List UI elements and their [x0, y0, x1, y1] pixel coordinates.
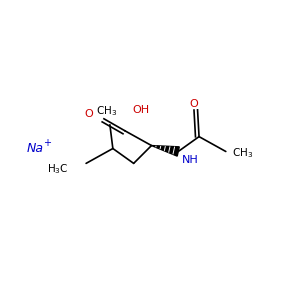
Text: O: O	[190, 99, 198, 109]
Text: NH: NH	[182, 154, 199, 164]
Polygon shape	[152, 146, 179, 156]
Text: Na: Na	[27, 142, 44, 155]
Text: O: O	[84, 109, 93, 119]
Text: OH: OH	[133, 105, 150, 115]
Text: CH$_3$: CH$_3$	[96, 104, 118, 118]
Text: +: +	[44, 138, 52, 148]
Text: H$_3$C: H$_3$C	[47, 162, 68, 176]
Text: CH$_3$: CH$_3$	[232, 147, 253, 160]
